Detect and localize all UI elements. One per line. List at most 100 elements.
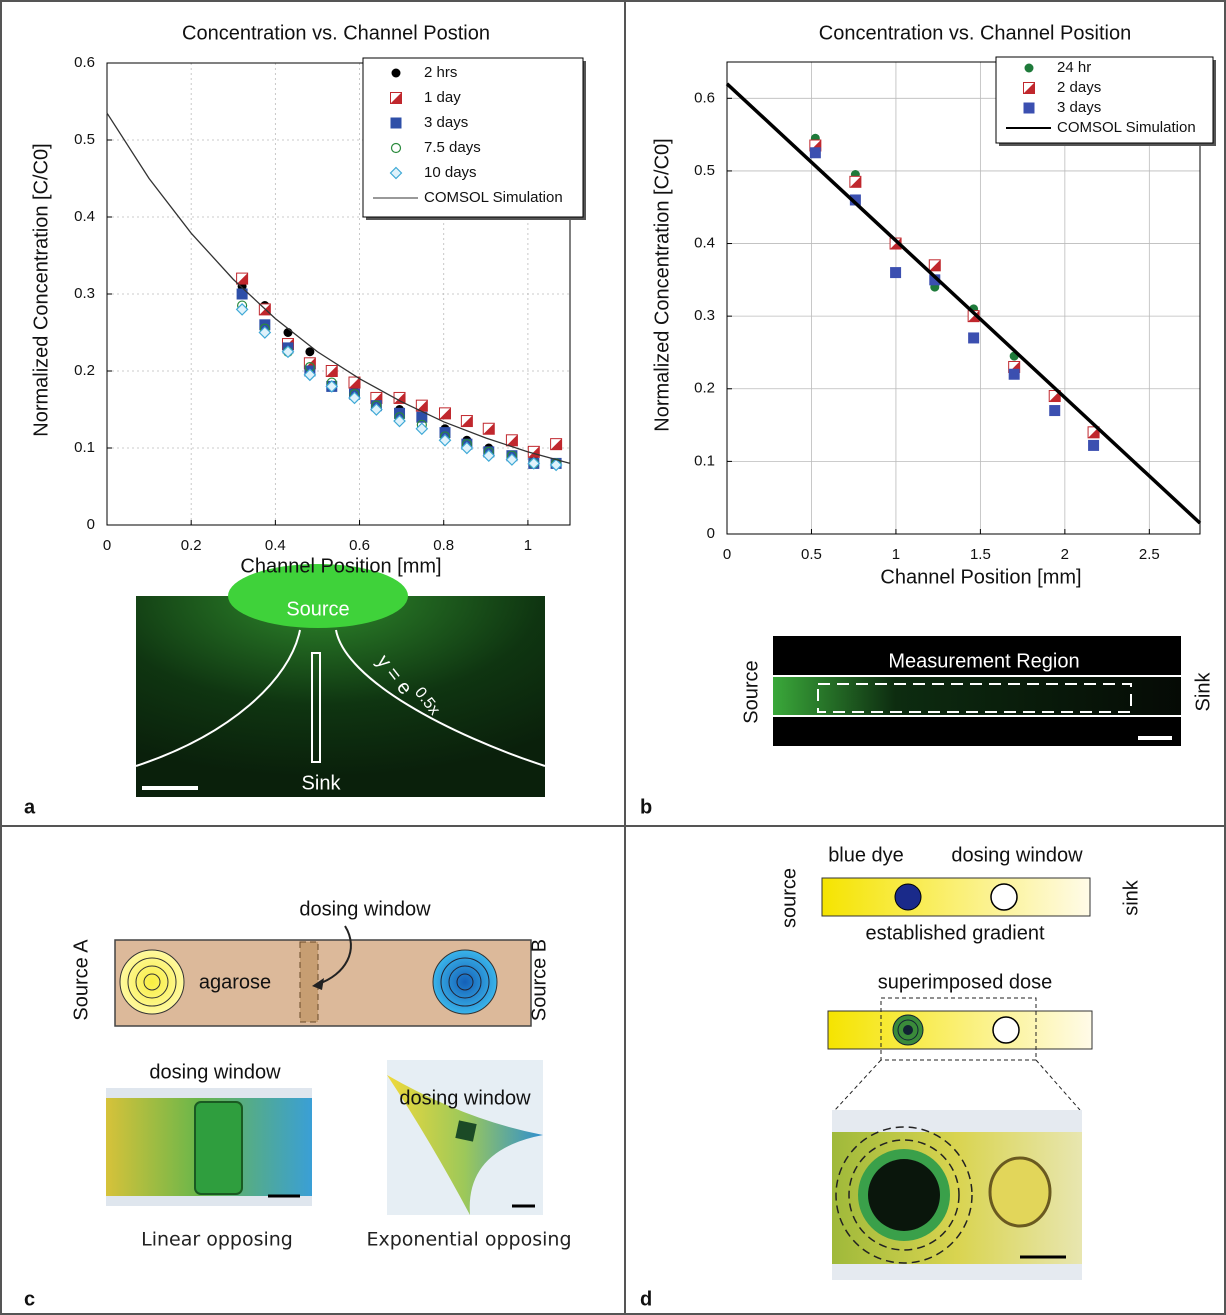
marker xyxy=(1087,426,1100,439)
annotation: superimposed dose xyxy=(878,971,1053,993)
legend-label: 3 days xyxy=(1057,99,1101,116)
marker xyxy=(809,147,821,159)
marker xyxy=(438,433,452,447)
marker-part xyxy=(1023,82,1035,94)
x-tick-label: 0.8 xyxy=(433,537,454,554)
marker xyxy=(325,365,338,377)
x-tick-label: 2.5 xyxy=(1139,546,1160,563)
y-axis-label: Normalized Concentration [C/C0] xyxy=(651,138,673,431)
x-axis-label: Channel Position [mm] xyxy=(880,566,1081,588)
x-tick-label: 2 xyxy=(1061,546,1069,563)
chart-title: Concentration vs. Channel Postion xyxy=(182,22,490,44)
marker-part xyxy=(390,92,402,104)
marker xyxy=(460,415,473,428)
annotation: sink xyxy=(1120,879,1142,916)
marker xyxy=(928,259,941,272)
x-tick-label: 0.6 xyxy=(349,537,370,554)
y-tick-label: 0.2 xyxy=(694,380,715,397)
marker-part xyxy=(1088,426,1100,438)
marker xyxy=(325,380,339,393)
marker-part xyxy=(849,176,861,188)
annotation: agarose xyxy=(199,971,271,993)
image-label: Measurement Region xyxy=(888,650,1079,672)
panel-label: b xyxy=(640,796,652,818)
legend-swatch xyxy=(390,92,402,104)
marker xyxy=(849,175,862,188)
x-tick-label: 1 xyxy=(524,537,532,554)
marker xyxy=(305,347,315,357)
micrograph-b xyxy=(773,636,1181,746)
marker xyxy=(929,274,941,286)
marker-part xyxy=(439,407,451,419)
annotation: source xyxy=(778,868,800,928)
marker xyxy=(258,326,272,339)
marker-part xyxy=(236,273,248,285)
annotation: Source B xyxy=(528,939,550,1021)
panel-label: d xyxy=(640,1288,652,1310)
y-axis-label: Normalized Concentration [C/C0] xyxy=(30,143,52,436)
y-tick-label: 0.3 xyxy=(74,285,95,302)
micrograph-a xyxy=(135,564,546,797)
marker xyxy=(236,272,249,285)
x-tick-label: 0.4 xyxy=(265,537,286,554)
y-tick-label: 0.5 xyxy=(694,162,715,179)
chart-title: Concentration vs. Channel Position xyxy=(819,22,1131,44)
legend-swatch xyxy=(1023,82,1035,94)
marker xyxy=(1008,368,1020,380)
marker-part xyxy=(416,400,428,412)
caption: Linear opposing xyxy=(141,1229,293,1251)
annotation: dosing window xyxy=(299,898,431,920)
marker-part xyxy=(1049,390,1061,402)
y-tick-label: 0.1 xyxy=(694,452,715,469)
simulation-line xyxy=(106,112,571,465)
panel-label: a xyxy=(24,796,36,818)
axes-frame xyxy=(106,62,571,526)
simulation-line xyxy=(725,82,1202,525)
marker xyxy=(438,407,451,420)
marker xyxy=(439,427,451,439)
y-tick-label: 0.2 xyxy=(74,362,95,379)
marker xyxy=(236,288,248,300)
marker xyxy=(550,438,563,451)
marker xyxy=(235,303,249,316)
marker-part xyxy=(929,259,941,271)
y-tick-label: 0.1 xyxy=(74,439,95,456)
marker xyxy=(505,434,518,447)
axes-frame xyxy=(726,61,1201,535)
x-tick-label: 0 xyxy=(723,546,731,563)
annotation: Source A xyxy=(70,939,92,1021)
marker xyxy=(348,391,361,405)
legend-swatch xyxy=(1024,63,1034,73)
image-label: Sink xyxy=(1192,672,1214,712)
marker xyxy=(849,194,861,206)
legend-label: 1 day xyxy=(424,89,461,106)
x-tick-label: 0 xyxy=(103,537,111,554)
caption: Exponential opposing xyxy=(366,1229,571,1251)
marker xyxy=(348,376,361,389)
y-tick-label: 0.5 xyxy=(74,131,95,148)
legend-label: 2 hrs xyxy=(424,64,457,81)
legend-label: 7.5 days xyxy=(424,139,481,156)
legend-swatch xyxy=(389,166,403,180)
marker-part xyxy=(394,392,406,404)
marker xyxy=(890,267,902,279)
annotation: dosing window xyxy=(951,844,1083,866)
legend-swatch xyxy=(390,142,402,154)
marker xyxy=(393,414,406,428)
marker-part xyxy=(348,377,360,389)
legend-label: 3 days xyxy=(424,114,468,131)
x-tick-label: 1 xyxy=(892,546,900,563)
marker xyxy=(1088,439,1100,451)
marker-part xyxy=(483,423,495,435)
annotation: established gradient xyxy=(865,922,1044,944)
legend xyxy=(362,57,584,218)
marker xyxy=(460,441,474,455)
marker xyxy=(1049,405,1061,417)
x-tick-label: 0.2 xyxy=(181,537,202,554)
x-axis-label: Channel Position [mm] xyxy=(240,555,441,577)
marker-part xyxy=(461,415,473,427)
marker-part xyxy=(506,434,518,446)
marker xyxy=(549,458,563,472)
